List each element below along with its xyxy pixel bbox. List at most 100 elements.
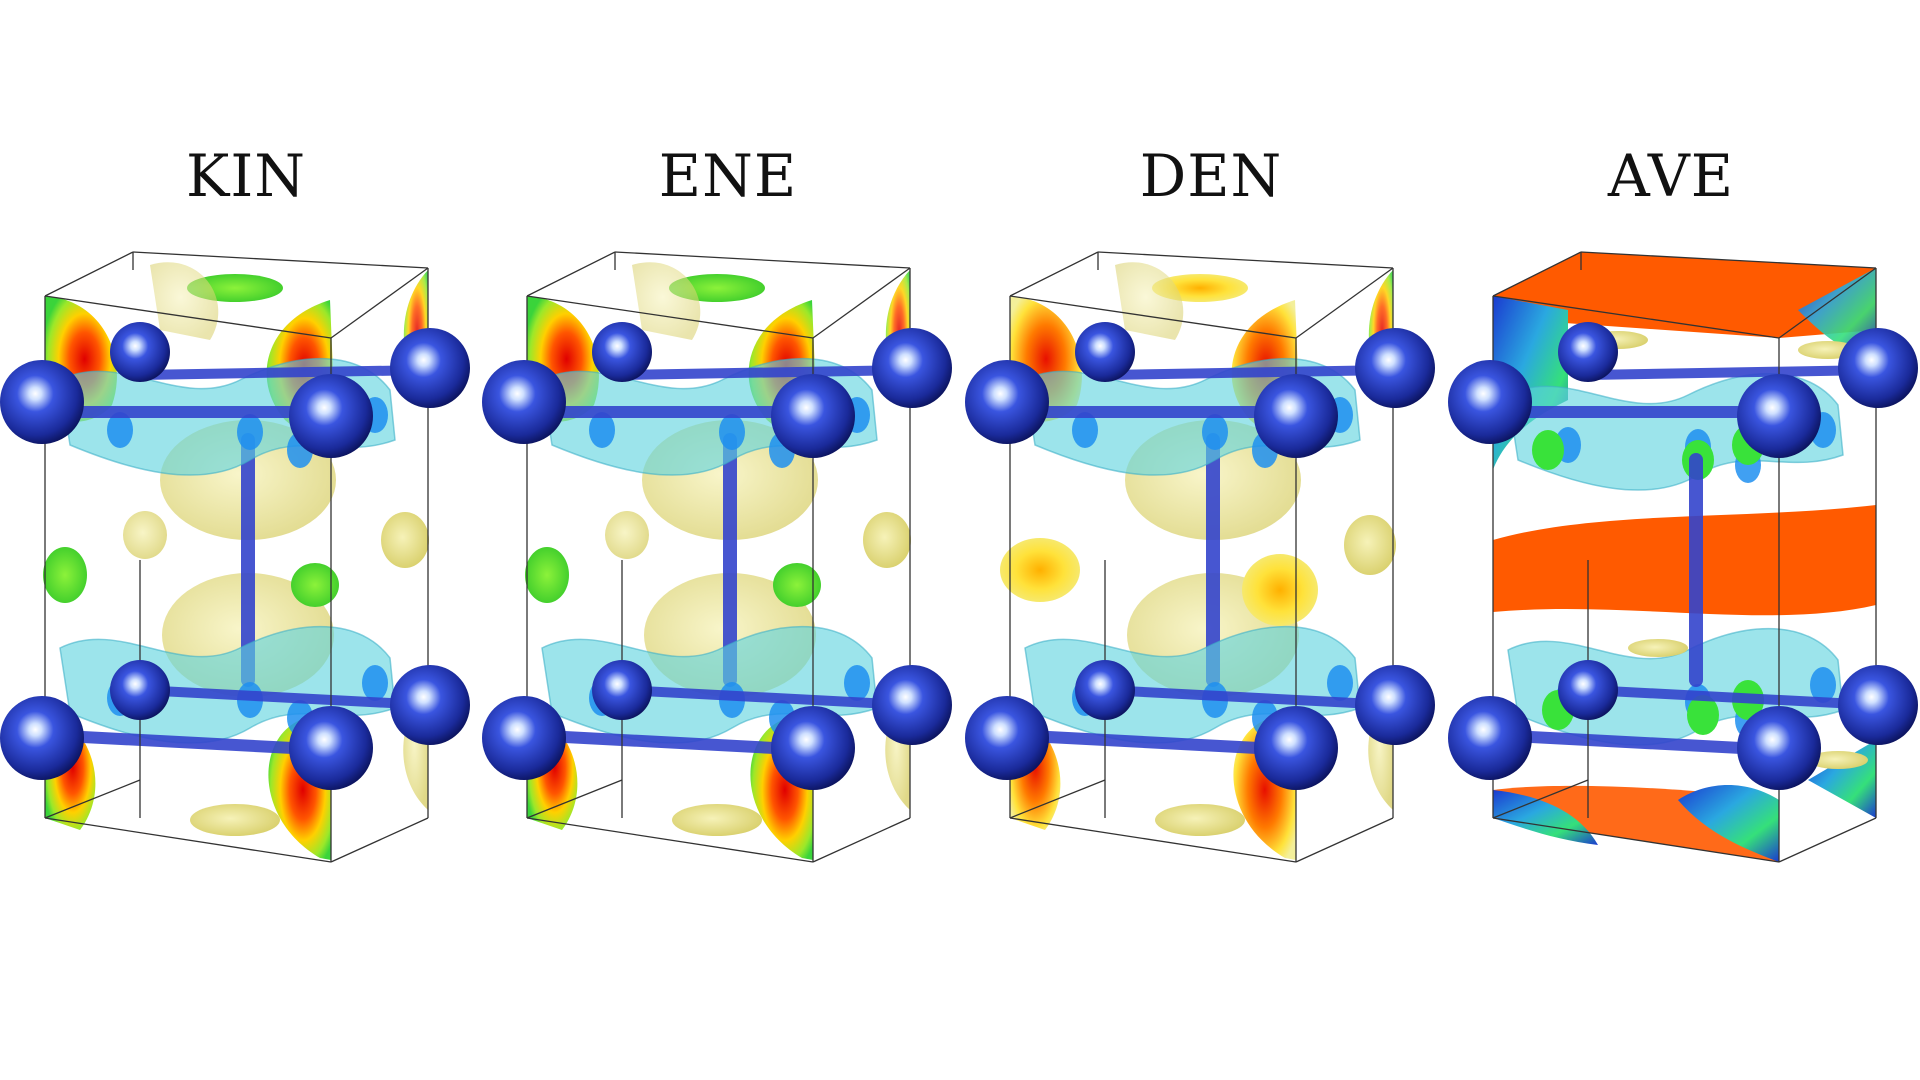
cyan-isosurface-upper-cap xyxy=(1072,412,1098,448)
bond xyxy=(135,365,433,380)
yellow-rod xyxy=(1628,639,1688,657)
atom xyxy=(1355,328,1435,408)
cell-edge-back xyxy=(1492,779,1589,819)
atom xyxy=(965,360,1049,444)
atom xyxy=(1254,374,1338,458)
bond xyxy=(617,685,915,710)
cell-edge xyxy=(1492,251,1582,297)
bond xyxy=(1583,685,1881,710)
atom xyxy=(110,322,170,382)
structure-panel-ene xyxy=(482,251,952,863)
cell-edge xyxy=(812,267,911,339)
ave-middle-slab xyxy=(1493,505,1876,616)
atom xyxy=(1737,706,1821,790)
isosurface-cap xyxy=(672,804,762,836)
cyan-isosurface-upper-cap xyxy=(237,414,263,450)
cell-edge-back xyxy=(526,779,623,819)
side-lobe xyxy=(381,512,429,568)
green-cap xyxy=(1687,695,1719,735)
cell-edge xyxy=(526,251,616,297)
bond xyxy=(1583,365,1881,380)
atom xyxy=(289,706,373,790)
atom xyxy=(1558,660,1618,720)
cell-edge xyxy=(44,251,134,297)
cell-edge xyxy=(526,817,814,863)
side-lobe xyxy=(1344,515,1396,575)
cell-edge-back xyxy=(1009,779,1106,819)
cell-edge xyxy=(1778,267,1877,339)
bond xyxy=(1487,729,1785,756)
side-lobe xyxy=(773,563,821,607)
bond xyxy=(135,685,433,710)
side-lobe xyxy=(291,563,339,607)
cell-edge xyxy=(1009,295,1297,339)
cyan-isosurface-lower-cap xyxy=(844,665,870,701)
cyan-isosurface-upper-cap xyxy=(1202,414,1228,450)
cell-edge xyxy=(1295,267,1394,339)
cell-edge xyxy=(1097,251,1394,269)
cell-edge xyxy=(44,817,332,863)
side-lobe xyxy=(1000,538,1080,602)
atom xyxy=(482,696,566,780)
yellow-isosurface xyxy=(632,262,701,340)
cyan-isosurface-lower-cap xyxy=(1327,665,1353,701)
cell-edge xyxy=(1580,251,1877,269)
structure-panel-den xyxy=(965,251,1435,863)
side-lobe xyxy=(1242,554,1318,626)
cell-edge xyxy=(44,295,332,339)
atom xyxy=(1448,360,1532,444)
cell-edge xyxy=(1492,817,1780,863)
cyan-isosurface-upper-cap xyxy=(107,412,133,448)
cell-edge-back xyxy=(44,779,141,819)
atom xyxy=(872,328,952,408)
atom xyxy=(1558,322,1618,382)
cyan-isosurface-upper-cap xyxy=(589,412,615,448)
side-lobe xyxy=(605,511,649,559)
atom xyxy=(1838,665,1918,745)
cell-edge xyxy=(614,251,911,269)
atom xyxy=(592,322,652,382)
atom xyxy=(771,706,855,790)
ave-top-slab xyxy=(1493,252,1876,338)
panel-title-kin: KIN xyxy=(186,142,306,210)
cell-edge xyxy=(1009,817,1297,863)
bond xyxy=(39,729,337,756)
panel-title-den: DEN xyxy=(1139,142,1283,210)
panel-title-ave: AVE xyxy=(1607,142,1735,210)
atom xyxy=(592,660,652,720)
yellow-isosurface xyxy=(1115,262,1184,340)
side-lobe xyxy=(863,512,911,568)
bond xyxy=(1100,685,1398,710)
cell-edge xyxy=(1492,295,1780,339)
atom xyxy=(1737,374,1821,458)
cell-edge xyxy=(1009,251,1099,297)
ave-edge-face xyxy=(1678,785,1779,862)
atom xyxy=(1075,660,1135,720)
atom xyxy=(390,328,470,408)
isosurface-cap xyxy=(1155,804,1245,836)
ave-edge-face xyxy=(1798,268,1876,350)
side-lobe xyxy=(123,511,167,559)
atom xyxy=(289,374,373,458)
ave-edge-face xyxy=(1493,790,1598,845)
atom xyxy=(1355,665,1435,745)
cyan-isosurface-upper-cap xyxy=(719,414,745,450)
cell-edge xyxy=(1778,817,1877,863)
bond xyxy=(617,365,915,380)
bond xyxy=(1100,365,1398,380)
cell-edge xyxy=(330,267,429,339)
cell-edge xyxy=(330,817,429,863)
structure-panel-kin xyxy=(0,251,470,863)
bond xyxy=(1004,729,1302,756)
cyan-isosurface-lower-cap xyxy=(1810,667,1836,703)
atom xyxy=(1448,696,1532,780)
atom xyxy=(110,660,170,720)
cyan-isosurface-lower-cap xyxy=(362,665,388,701)
atom xyxy=(872,665,952,745)
bond xyxy=(521,729,819,756)
side-lobe xyxy=(525,547,569,603)
atom xyxy=(0,360,84,444)
yellow-rod xyxy=(1808,751,1868,769)
